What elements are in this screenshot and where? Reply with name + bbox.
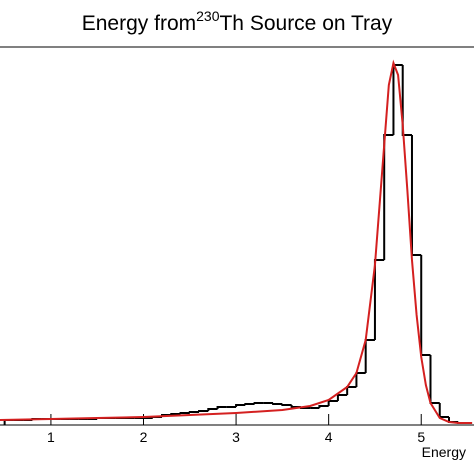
title-text: Th Source on Tray	[219, 12, 392, 35]
histogram-bin	[401, 65, 412, 136]
chart-title: Energy from230Th Source on Tray	[82, 8, 393, 35]
title-text: Energy from	[82, 12, 196, 35]
x-tick-label: 3	[232, 429, 240, 445]
histogram-bin	[216, 406, 227, 409]
histogram-bin	[327, 400, 338, 406]
histogram-bin	[318, 405, 329, 408]
histogram-bin	[188, 411, 200, 413]
histogram-bin	[420, 255, 431, 356]
histogram-bin	[383, 134, 394, 260]
histogram-bin	[198, 410, 209, 412]
x-tick-label: 1	[47, 429, 55, 445]
histogram-bin	[429, 355, 440, 404]
histogram-bin	[272, 403, 283, 405]
histogram-bin	[281, 404, 292, 406]
histogram-bin	[207, 408, 218, 411]
histogram-bin	[438, 403, 450, 418]
x-tick-label: 4	[325, 429, 333, 445]
title-superscript: 230	[196, 8, 220, 24]
histogram-bin	[410, 135, 422, 256]
histogram-bin	[179, 412, 190, 414]
x-tick-label: 5	[417, 429, 425, 445]
histogram-bin	[170, 413, 181, 415]
x-axis-label: Energy	[422, 444, 466, 460]
histogram-bin	[235, 404, 246, 407]
x-tick-label: 2	[140, 429, 148, 445]
histogram-bin	[364, 339, 375, 373]
histogram-bin	[244, 403, 255, 405]
histogram-bin	[355, 372, 366, 387]
histogram-bin	[373, 259, 385, 340]
histogram-bin	[336, 394, 348, 401]
histogram-bin	[346, 386, 357, 395]
fit-curve	[0, 59, 473, 424]
histogram-bin	[253, 402, 264, 404]
